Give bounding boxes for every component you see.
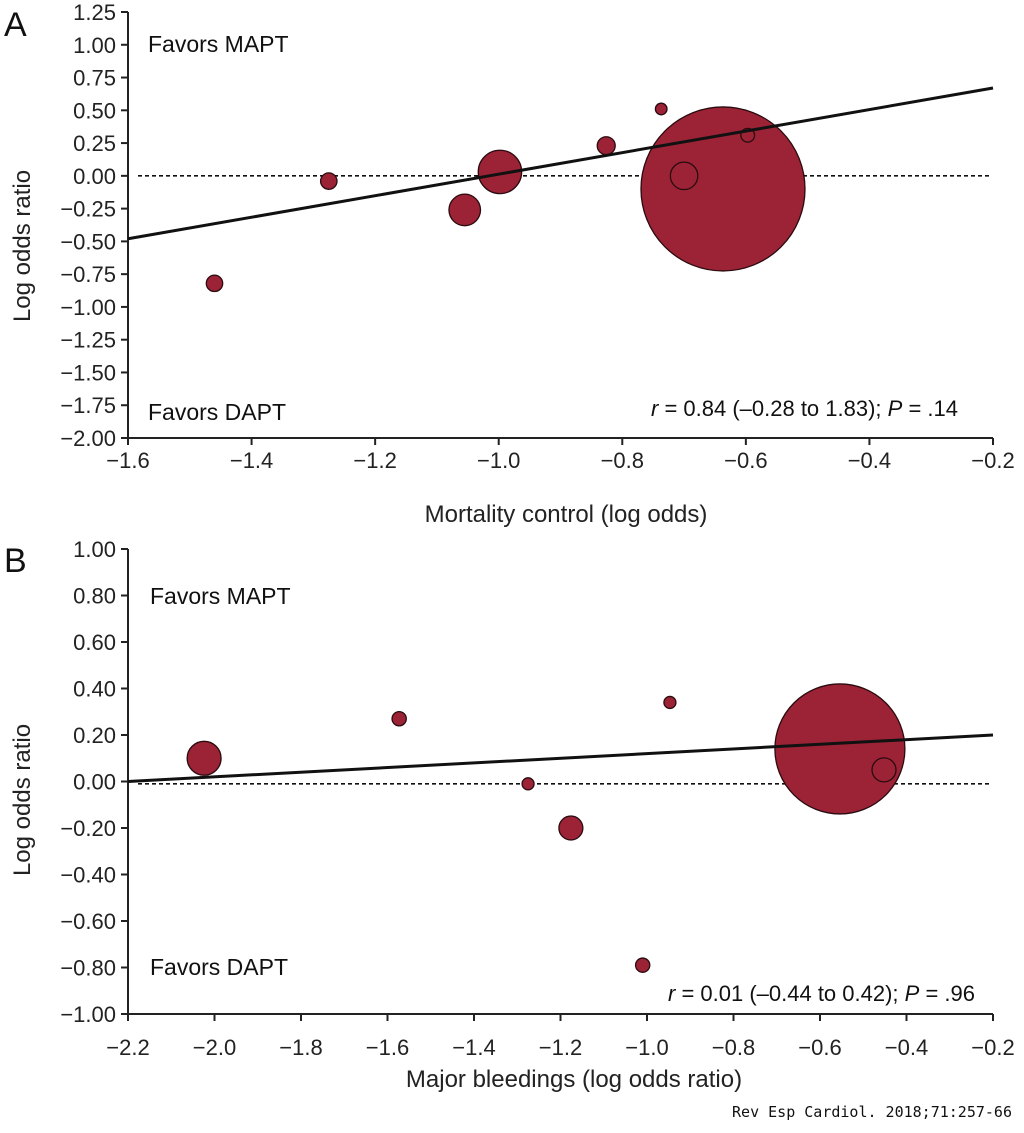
y-tick-label: 0.00 xyxy=(73,164,116,189)
x-tick-label: −0.6 xyxy=(798,1035,841,1060)
y-tick-label: 0.50 xyxy=(73,98,116,123)
x-tick-label: −0.6 xyxy=(724,448,767,473)
y-axis-label: Log odds ratio xyxy=(9,170,36,322)
y-tick-label: −1.50 xyxy=(60,360,116,385)
correlation-annotation: r = 0.01 (–0.44 to 0.42); P = .96 xyxy=(668,981,975,1006)
open-data-point xyxy=(669,161,699,191)
r-symbol: r xyxy=(651,396,660,421)
data-point xyxy=(663,695,677,710)
y-tick-label: 0.40 xyxy=(73,677,116,702)
y-tick-label: −0.20 xyxy=(60,816,116,841)
y-tick-label: −1.75 xyxy=(60,393,116,418)
x-tick-label: −1.8 xyxy=(279,1035,322,1060)
data-point xyxy=(391,710,407,727)
p-value: = .96 xyxy=(919,981,975,1006)
y-tick-label: 0.60 xyxy=(73,630,116,655)
data-point xyxy=(596,136,616,156)
y-tick-label: 1.00 xyxy=(73,33,116,58)
data-point xyxy=(640,106,806,272)
citation: Rev Esp Cardiol. 2018;71:257-66 xyxy=(732,1103,1012,1121)
y-tick-label: 0.00 xyxy=(73,770,116,795)
x-tick-label: −1.6 xyxy=(366,1035,409,1060)
x-tick-label: −1.4 xyxy=(452,1035,495,1060)
p-value: = .14 xyxy=(902,396,958,421)
panel-label: B xyxy=(4,542,27,580)
data-point xyxy=(477,149,523,195)
correlation-annotation: r = 0.84 (–0.28 to 1.83); P = .14 xyxy=(651,396,958,421)
x-tick-label: −1.2 xyxy=(539,1035,582,1060)
x-tick-label: −1.6 xyxy=(106,448,149,473)
panel-b: B Favors MAPT Favors DAPT r = 0.01 (–0.4… xyxy=(4,537,1015,1093)
favors-dapt-label: Favors DAPT xyxy=(150,954,288,980)
regression-line xyxy=(127,86,994,241)
data-point xyxy=(774,683,906,815)
panel-label: A xyxy=(4,6,27,44)
data-point xyxy=(186,740,222,776)
y-tick-label: 0.80 xyxy=(73,584,116,609)
data-point xyxy=(654,102,668,116)
y-tick-label: −1.00 xyxy=(60,295,116,320)
favors-mapt-label: Favors MAPT xyxy=(148,31,289,57)
x-tick-label: −1.0 xyxy=(625,1035,668,1060)
data-point xyxy=(205,274,224,293)
x-tick-label: −0.2 xyxy=(971,1035,1014,1060)
y-tick-label: 1.25 xyxy=(73,0,116,25)
panel-a: A Favors MAPT Favors DAPT r = 0.84 (–0.2… xyxy=(4,0,1015,528)
y-tick-label: −0.40 xyxy=(60,863,116,888)
y-tick-label: −0.60 xyxy=(60,909,116,934)
y-tick-label: 0.75 xyxy=(73,66,116,91)
y-tick-label: −0.80 xyxy=(60,956,116,981)
y-tick-label: 1.00 xyxy=(73,537,116,562)
r-value: = 0.84 (–0.28 to 1.83); xyxy=(658,396,887,421)
x-tick-label: −1.2 xyxy=(353,448,396,473)
y-tick-label: −2.00 xyxy=(60,426,116,451)
y-axis-label: Log odds ratio xyxy=(9,724,36,876)
y-tick-label: −0.25 xyxy=(60,197,116,222)
y-tick-label: 0.25 xyxy=(73,131,116,156)
data-point xyxy=(319,172,338,190)
x-tick-label: −1.4 xyxy=(230,448,273,473)
r-value: = 0.01 (–0.44 to 0.42); xyxy=(675,981,904,1006)
x-tick-label: −0.8 xyxy=(601,448,644,473)
x-tick-label: −0.4 xyxy=(885,1035,928,1060)
p-symbol: P xyxy=(905,981,920,1006)
x-tick-label: −0.2 xyxy=(971,448,1014,473)
regression-line xyxy=(127,733,994,783)
favors-mapt-label: Favors MAPT xyxy=(150,583,291,609)
y-tick-label: 0.20 xyxy=(73,723,116,748)
open-data-point xyxy=(740,127,756,143)
favors-dapt-label: Favors DAPT xyxy=(148,399,286,425)
x-axis-label: Mortality control (log odds) xyxy=(425,501,708,528)
x-tick-label: −2.2 xyxy=(106,1035,149,1060)
open-data-point xyxy=(871,757,897,783)
y-tick-label: −0.50 xyxy=(60,229,116,254)
x-tick-label: −2.0 xyxy=(193,1035,236,1060)
x-tick-label: −0.8 xyxy=(712,1035,755,1060)
x-tick-label: −0.4 xyxy=(848,448,891,473)
p-symbol: P xyxy=(888,396,903,421)
y-tick-label: −1.00 xyxy=(60,1002,116,1027)
y-tick-label: −0.75 xyxy=(60,262,116,287)
data-point xyxy=(558,815,584,841)
data-point xyxy=(634,957,651,973)
y-tick-label: −1.25 xyxy=(60,328,116,353)
data-point xyxy=(448,193,482,227)
x-axis-label: Major bleedings (log odds ratio) xyxy=(406,1066,742,1093)
data-point xyxy=(521,777,535,791)
x-tick-label: −1.0 xyxy=(477,448,520,473)
r-symbol: r xyxy=(668,981,677,1006)
